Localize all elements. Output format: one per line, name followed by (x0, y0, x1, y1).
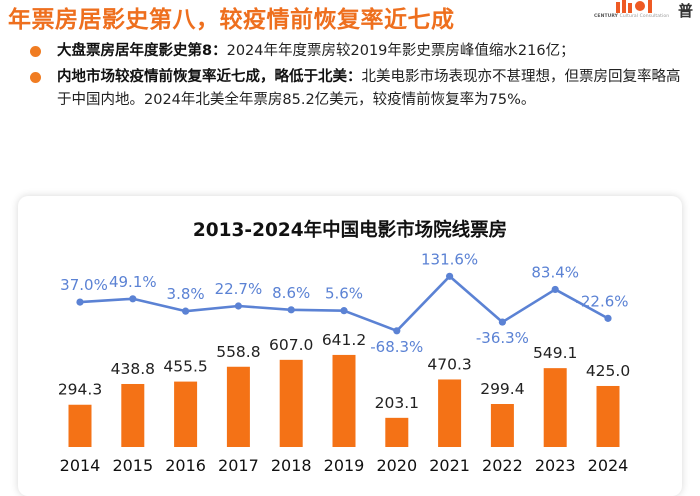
x-tick-label: 2016 (165, 456, 206, 475)
page-title: 年票房居影史第八，较疫情前恢复率近七成 (8, 7, 455, 33)
bar-2021 (438, 379, 462, 447)
growth-point-2023 (551, 285, 559, 294)
x-tick-label: 2023 (535, 456, 576, 475)
bar-2023 (543, 368, 567, 447)
bar-2015 (121, 383, 145, 447)
x-tick-label: 2021 (429, 456, 470, 475)
growth-rate-label: 83.4% (531, 263, 579, 281)
bullet-item: 大盘票房居年度影史第8：2024年年度票房较2019年影史票房峰值缩水216亿； (30, 40, 690, 63)
bullet-lead: 大盘票房居年度影史第8： (57, 43, 227, 59)
brand-logo: CENTURY Cultural Consultation 普 (594, 0, 700, 26)
growth-rate-label: -68.3% (370, 338, 423, 356)
bullet-lead: 内地市场较疫情前恢复率近七成，略低于北美： (57, 69, 362, 85)
box-office-chart: 2013-2024年中国电影市场院线票房 294.3 2014 438.8 2015 4… (58, 219, 630, 475)
x-tick-label: 2024 (588, 456, 629, 475)
bar-2022 (490, 404, 514, 447)
x-tick-label: 2019 (324, 456, 365, 475)
bar-value-label: 438.8 (111, 360, 155, 378)
growth-rate-label: 8.6% (272, 284, 310, 302)
bar-value-label: 641.2 (322, 331, 366, 349)
x-tick-label: 2017 (218, 456, 259, 475)
bar-value-label: 299.4 (480, 380, 524, 398)
bar-value-label: 558.8 (216, 343, 260, 361)
growth-point-2022 (498, 318, 506, 326)
growth-rate-label: 22.7% (215, 280, 263, 298)
growth-rate-label: -22.6% (575, 292, 628, 310)
x-tick-label: 2014 (60, 456, 101, 475)
bullet-item: 内地市场较疫情前恢复率近七成，略低于北美：北美电影市场表现亦不甚理想，但票房回复… (30, 66, 690, 112)
bar-2016 (174, 381, 198, 447)
chart-card: 2013-2024年中国电影市场院线票房 294.3 2014 438.8 2015 4… (18, 196, 682, 496)
growth-rate-label: 37.0% (60, 276, 108, 294)
bar-value-label: 425.0 (586, 362, 630, 380)
x-tick-label: 2020 (376, 456, 417, 475)
bar-value-label: 203.1 (375, 394, 419, 412)
chart-title: 2013-2024年中国电影市场院线票房 (193, 219, 507, 241)
bar-value-label: 549.1 (533, 344, 577, 362)
growth-point-2020 (393, 327, 401, 335)
bullet-dot-icon (30, 72, 41, 83)
growth-rate-label: 131.6% (421, 250, 478, 268)
bar-value-label: 455.5 (163, 358, 207, 376)
growth-point-2017 (234, 302, 242, 310)
growth-point-2019 (340, 307, 348, 315)
bar-value-label: 470.3 (427, 355, 471, 373)
bar-2014 (68, 404, 92, 447)
logo-side-text: 普 (678, 2, 694, 20)
bar-2017 (226, 366, 250, 447)
growth-point-2018 (287, 306, 295, 314)
growth-point-2015 (129, 295, 137, 303)
bar-2018 (279, 359, 303, 447)
x-tick-label: 2022 (482, 456, 523, 475)
growth-point-2016 (182, 307, 190, 315)
bar-2019 (332, 354, 356, 447)
growth-point-2014 (76, 298, 84, 306)
bullet-text: 北美电影市场表现亦不甚理想，但票房回复率略高于中国内地。2024年北美全年票房8… (57, 69, 681, 108)
growth-rate-label: 49.1% (109, 273, 157, 291)
bullet-dot-icon (30, 46, 41, 57)
growth-rate-label: 5.6% (325, 285, 363, 303)
x-tick-label: 2015 (112, 456, 153, 475)
bar-value-label: 294.3 (58, 381, 102, 399)
growth-point-2024 (604, 314, 612, 322)
bar-2024 (596, 385, 620, 447)
bullet-list: 大盘票房居年度影史第8：2024年年度票房较2019年影史票房峰值缩水216亿；… (30, 40, 690, 112)
brand-logo-mark-icon (616, 0, 652, 13)
bullet-text: 2024年年度票房较2019年影史票房峰值缩水216亿； (226, 43, 575, 59)
x-tick-label: 2018 (271, 456, 312, 475)
bar-value-label: 607.0 (269, 336, 313, 354)
brand-logo-text: CENTURY Cultural Consultation (594, 14, 670, 19)
bar-2020 (385, 417, 409, 447)
growth-rate-label: -36.3% (476, 329, 529, 347)
growth-rate-label: 3.8% (167, 285, 205, 303)
growth-point-2021 (446, 272, 454, 280)
